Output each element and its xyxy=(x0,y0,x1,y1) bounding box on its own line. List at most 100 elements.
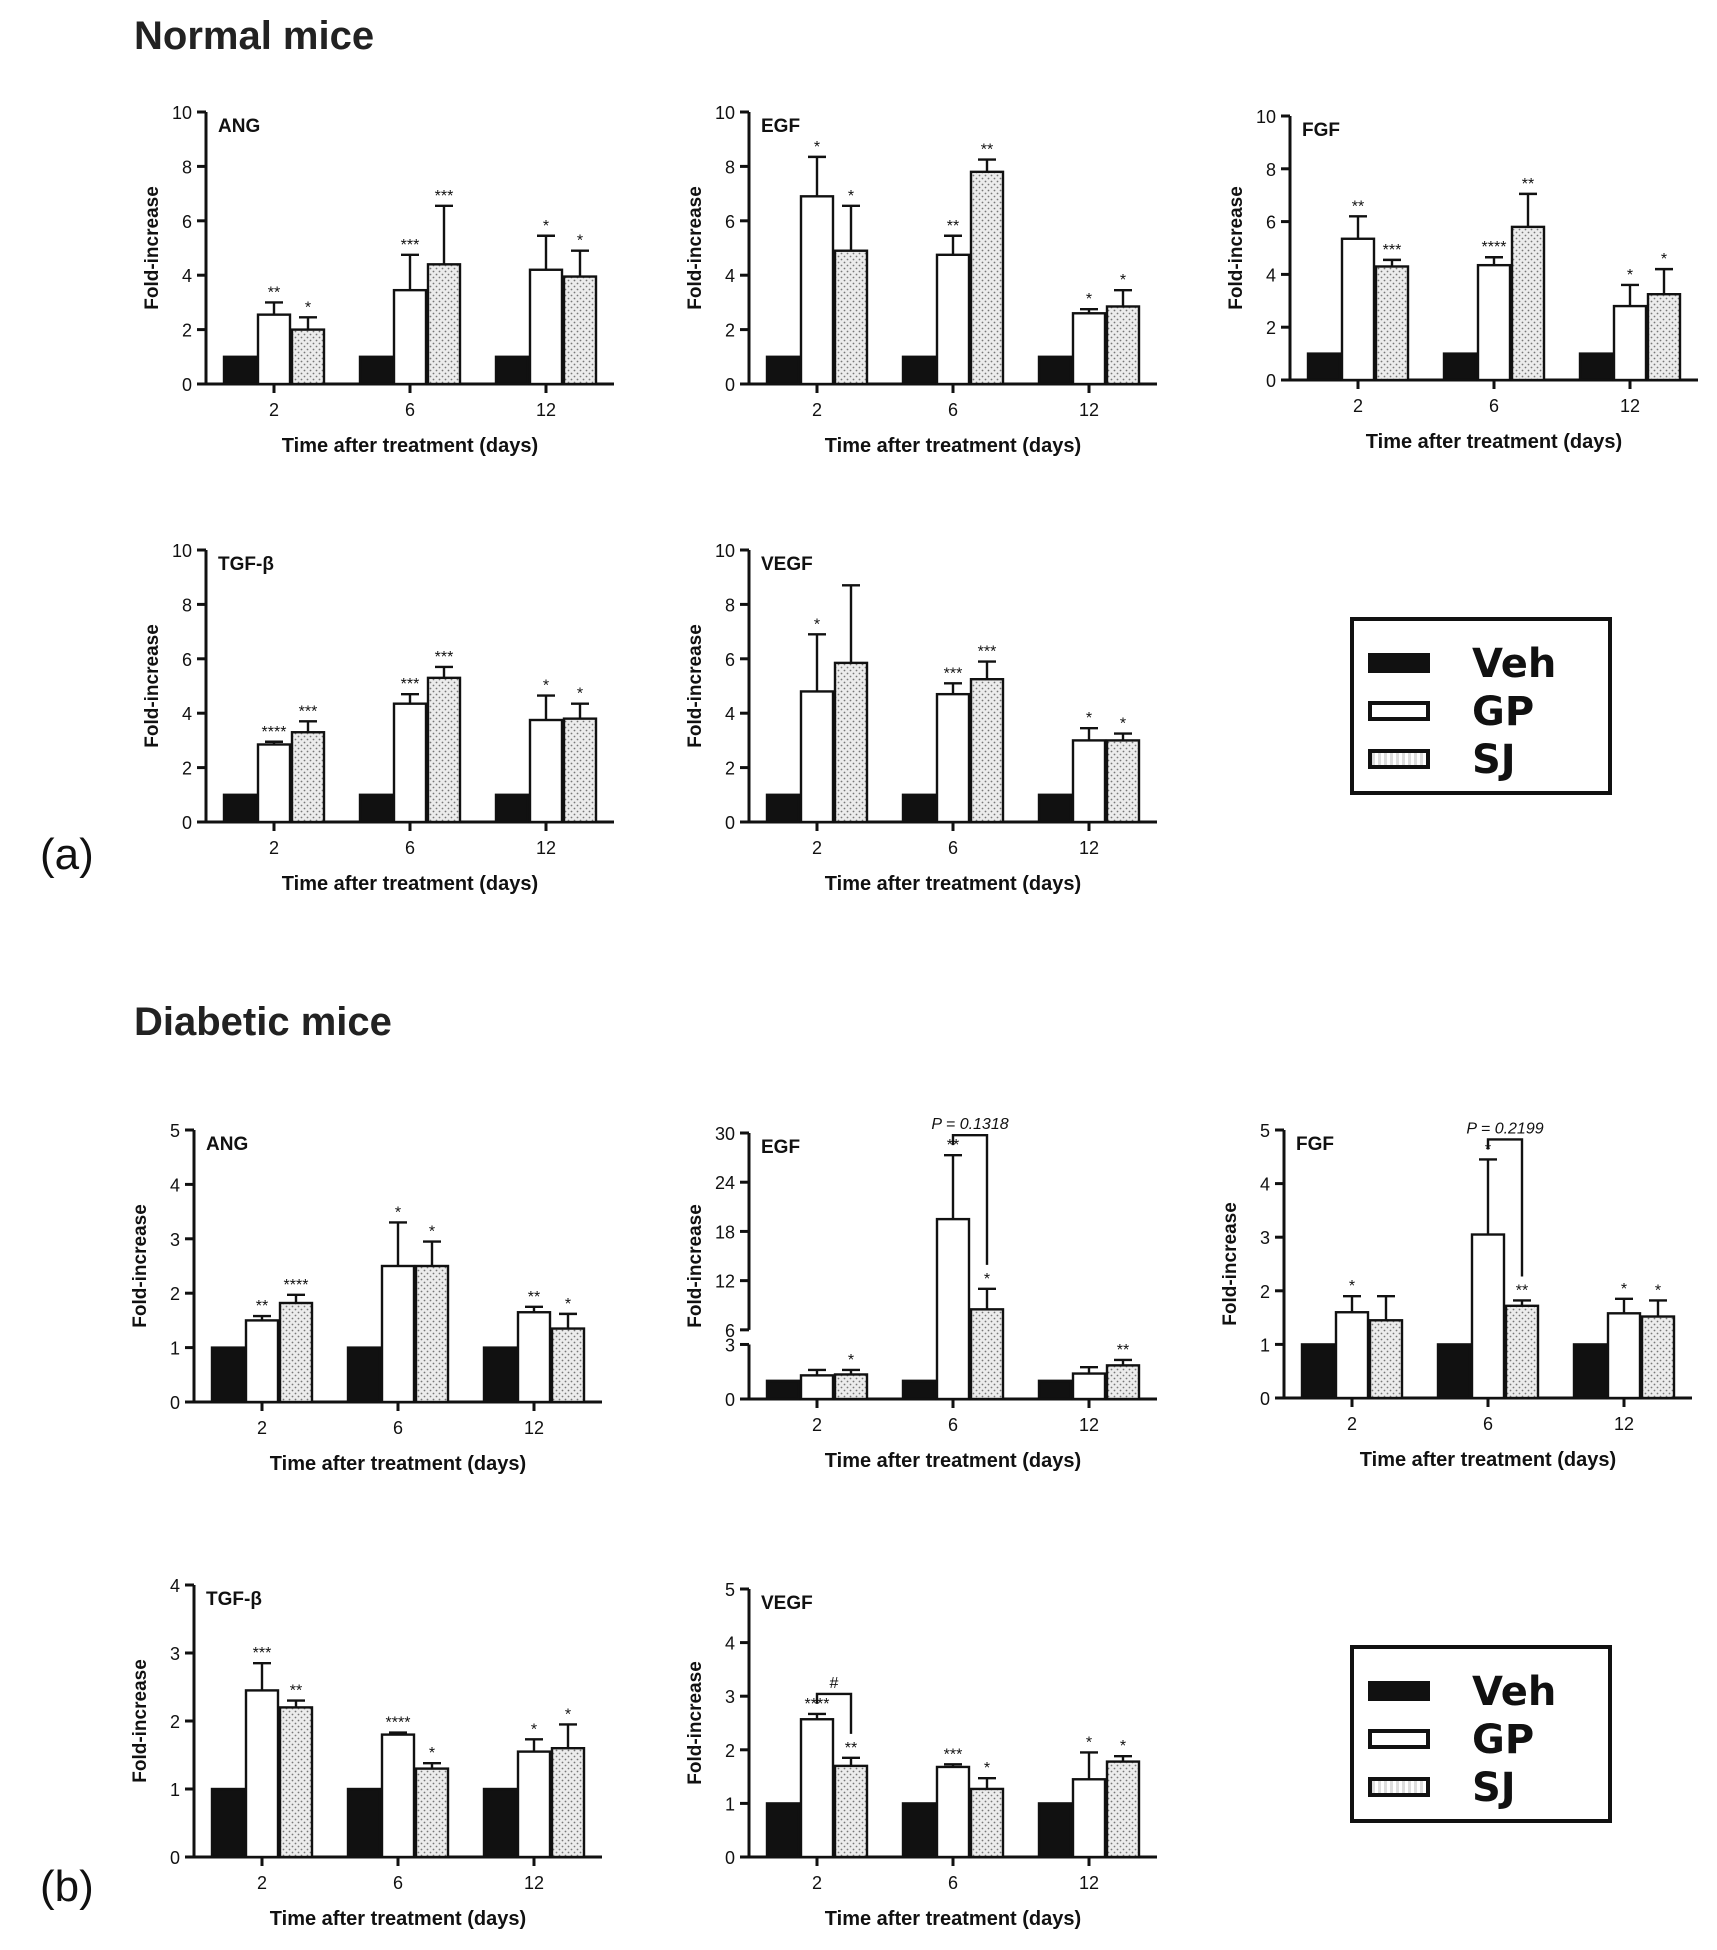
y-axis-label: Fold-increase xyxy=(685,1661,706,1785)
bar-sj-2 xyxy=(833,249,869,386)
bar-veh-12 xyxy=(1037,1802,1073,1859)
x-tick-label: 6 xyxy=(948,838,958,858)
comparison-bracket xyxy=(815,1692,853,1734)
bar-gp-2 xyxy=(799,195,835,386)
x-tick-label: 6 xyxy=(393,1873,403,1893)
x-axis-label: Time after treatment (days) xyxy=(270,1453,526,1475)
x-tick-label: 6 xyxy=(1489,396,1499,416)
y-tick-label: 5 xyxy=(1260,1121,1270,1141)
chart-title: TGF-β xyxy=(206,1589,262,1610)
bar-gp-6 xyxy=(1470,1233,1506,1400)
bar-veh-12 xyxy=(494,355,530,386)
bar-gp-2 xyxy=(799,1718,835,1859)
y-tick-label: 6 xyxy=(182,650,192,670)
y-tick-label: 4 xyxy=(725,266,735,286)
y-tick-label: 10 xyxy=(715,541,735,561)
y-tick-label: 0 xyxy=(1266,371,1276,391)
significance-label: * xyxy=(565,1296,571,1313)
bar-veh-2 xyxy=(222,793,258,824)
y-axis-label: Fold-increase xyxy=(1220,1202,1241,1326)
bar-gp-12 xyxy=(1071,739,1107,824)
bar-sj-2 xyxy=(1368,1319,1404,1400)
bar-sj-12 xyxy=(550,1327,586,1404)
bar-veh-2 xyxy=(765,1379,801,1401)
y-tick-label: 2 xyxy=(182,759,192,779)
x-axis-label: Time after treatment (days) xyxy=(270,1908,526,1930)
legend-swatch-gp xyxy=(1368,1729,1430,1749)
legend-swatch-gp xyxy=(1368,701,1430,721)
y-tick-label: 0 xyxy=(725,375,735,395)
bar-veh-6 xyxy=(1436,1343,1472,1400)
chart-1-egf: 0246810Fold-increaseEGF**2****6**12Time … xyxy=(685,103,1157,457)
x-tick-label: 12 xyxy=(524,1418,544,1438)
bar-sj-12 xyxy=(1646,293,1682,382)
chart-title: TGF-β xyxy=(218,554,274,575)
significance-label: **** xyxy=(805,1696,830,1713)
bar-veh-12 xyxy=(494,793,530,824)
comparison-label: P = 0.2199 xyxy=(1466,1120,1543,1137)
bar-gp-12 xyxy=(528,718,564,824)
significance-label: * xyxy=(429,1745,435,1762)
y-tick-label: 3 xyxy=(1260,1228,1270,1248)
legend-swatch-veh xyxy=(1368,1681,1430,1701)
bar-veh-12 xyxy=(1037,1379,1073,1401)
y-tick-label: 12 xyxy=(715,1272,735,1292)
significance-label: ** xyxy=(290,1683,302,1700)
significance-label: *** xyxy=(944,665,963,682)
x-tick-label: 2 xyxy=(812,838,822,858)
bar-sj-12 xyxy=(1105,1760,1141,1859)
y-tick-label: 4 xyxy=(1260,1175,1270,1195)
x-tick-label: 12 xyxy=(1079,1873,1099,1893)
x-tick-label: 6 xyxy=(405,838,415,858)
y-tick-label: 2 xyxy=(170,1712,180,1732)
bar-gp-6 xyxy=(380,1733,416,1859)
y-tick-label: 10 xyxy=(172,103,192,123)
bar-sj-6 xyxy=(969,678,1005,824)
bar-sj-2 xyxy=(833,661,869,824)
bar-gp-2 xyxy=(1340,237,1376,382)
y-tick-label: 0 xyxy=(725,813,735,833)
legend-label-gp: GP xyxy=(1472,689,1535,735)
bar-gp-6 xyxy=(935,1765,971,1859)
legend-label-sj: SJ xyxy=(1472,1765,1516,1811)
legend-b: Veh GP SJ xyxy=(1350,1645,1612,1823)
chart-0-ang: 0246810Fold-increaseANG***2******6**12Ti… xyxy=(142,103,614,457)
legend-label-sj: SJ xyxy=(1472,737,1516,783)
bar-sj-12 xyxy=(1640,1315,1676,1400)
y-tick-label: 0 xyxy=(182,813,192,833)
significance-label: **** xyxy=(386,1715,411,1732)
significance-label: *** xyxy=(1383,242,1402,259)
y-tick-label: 8 xyxy=(725,595,735,615)
bar-veh-6 xyxy=(901,1802,937,1859)
significance-label: **** xyxy=(262,724,287,741)
x-tick-label: 6 xyxy=(948,400,958,420)
y-axis-label: Fold-increase xyxy=(685,1204,706,1328)
bar-veh-12 xyxy=(1037,793,1073,824)
bar-sj-2 xyxy=(833,1764,869,1859)
chart-title: ANG xyxy=(206,1134,248,1155)
significance-label: ** xyxy=(268,284,280,301)
bar-veh-6 xyxy=(1442,352,1478,382)
chart-2-fgf: 0246810Fold-increaseFGF*****2******6**12… xyxy=(1226,107,1698,453)
y-tick-label: 1 xyxy=(1260,1335,1270,1355)
y-tick-label: 3 xyxy=(725,1335,735,1355)
x-tick-label: 12 xyxy=(524,1873,544,1893)
y-tick-label: 2 xyxy=(1266,318,1276,338)
bar-veh-2 xyxy=(765,793,801,824)
bar-sj-6 xyxy=(414,1767,450,1859)
bar-veh-6 xyxy=(901,1379,937,1401)
y-tick-label: 2 xyxy=(725,321,735,341)
bar-gp-2 xyxy=(799,1374,835,1401)
comparison-label: P = 0.1318 xyxy=(931,1116,1008,1133)
bar-sj-6 xyxy=(969,1787,1005,1859)
y-tick-label: 6 xyxy=(725,212,735,232)
bar-gp-2 xyxy=(256,313,292,386)
y-tick-label: 5 xyxy=(170,1121,180,1141)
section-title-diabetic: Diabetic mice xyxy=(134,1000,392,1044)
chart-title: FGF xyxy=(1296,1134,1334,1155)
y-axis-label: Fold-increase xyxy=(142,624,163,748)
significance-label: *** xyxy=(299,703,318,720)
